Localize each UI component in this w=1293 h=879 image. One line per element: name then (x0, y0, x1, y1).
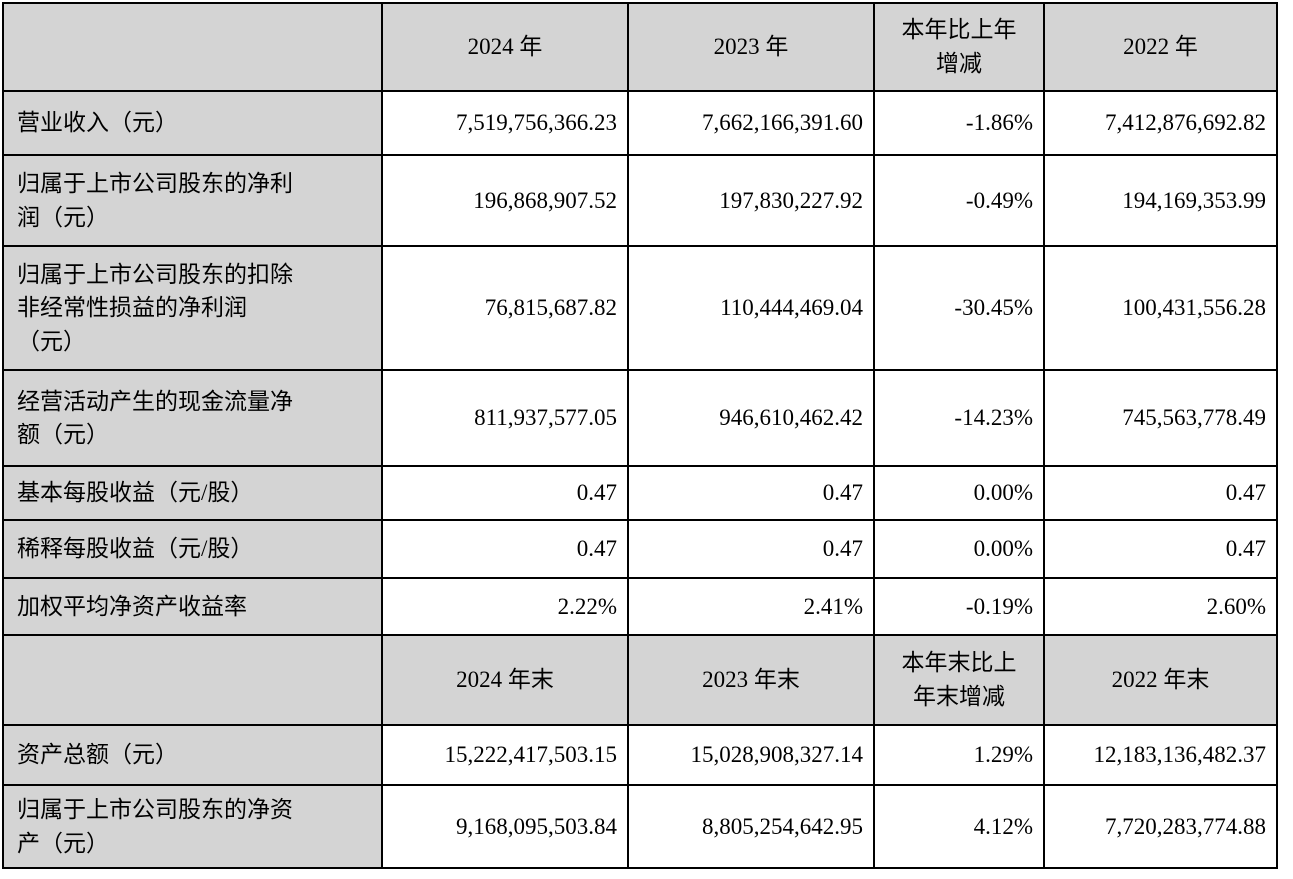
value-cell: 8,805,254,642.95 (627, 784, 875, 869)
corner-empty-cell (2, 634, 383, 726)
row-label-cell: 经营活动产生的现金流量净 额（元） (2, 369, 383, 467)
value-cell: 15,222,417,503.15 (381, 724, 629, 786)
column-header-yearend-change: 本年末比上 年末增减 (873, 634, 1045, 726)
value-cell: 1.29% (873, 724, 1045, 786)
value-cell: -30.45% (873, 245, 1045, 371)
row-label-cell: 归属于上市公司股东的净利 润（元） (2, 154, 383, 247)
value-cell: 100,431,556.28 (1043, 245, 1278, 371)
value-cell: 2.60% (1043, 577, 1278, 636)
column-header-2022: 2022 年 (1043, 2, 1278, 92)
column-header-2023: 2023 年 (627, 2, 875, 92)
table-row-weighted-avg-roe: 加权平均净资产收益率 2.22% 2.41% -0.19% 2.60% (2, 577, 1278, 636)
value-cell: -14.23% (873, 369, 1045, 467)
column-header-2022-end: 2022 年末 (1043, 634, 1278, 726)
value-cell: 0.47 (381, 519, 629, 579)
row-label-cell: 归属于上市公司股东的扣除 非经常性损益的净利润 （元） (2, 245, 383, 371)
row-label-cell: 稀释每股收益（元/股） (2, 519, 383, 579)
table-row-net-profit-excl-nonrecurring: 归属于上市公司股东的扣除 非经常性损益的净利润 （元） 76,815,687.8… (2, 245, 1278, 371)
table-row-total-assets: 资产总额（元） 15,222,417,503.15 15,028,908,327… (2, 724, 1278, 786)
row-label-cell: 基本每股收益（元/股） (2, 465, 383, 521)
value-cell: 811,937,577.05 (381, 369, 629, 467)
table-row-diluted-eps: 稀释每股收益（元/股） 0.47 0.47 0.00% 0.47 (2, 519, 1278, 579)
table-row-operating-revenue: 营业收入（元） 7,519,756,366.23 7,662,166,391.6… (2, 90, 1278, 156)
value-cell: 4.12% (873, 784, 1045, 869)
value-cell: 0.47 (1043, 465, 1278, 521)
value-cell: -0.19% (873, 577, 1045, 636)
value-cell: 2.41% (627, 577, 875, 636)
column-header-2023-end: 2023 年末 (627, 634, 875, 726)
table-row-net-profit: 归属于上市公司股东的净利 润（元） 196,868,907.52 197,830… (2, 154, 1278, 247)
value-cell: -0.49% (873, 154, 1045, 247)
value-cell: -1.86% (873, 90, 1045, 156)
row-label-cell: 归属于上市公司股东的净资 产（元） (2, 784, 383, 869)
table-row-net-assets: 归属于上市公司股东的净资 产（元） 9,168,095,503.84 8,805… (2, 784, 1278, 869)
value-cell: 0.47 (627, 465, 875, 521)
value-cell: 0.47 (1043, 519, 1278, 579)
value-cell: 76,815,687.82 (381, 245, 629, 371)
row-label-cell: 资产总额（元） (2, 724, 383, 786)
value-cell: 196,868,907.52 (381, 154, 629, 247)
value-cell: 745,563,778.49 (1043, 369, 1278, 467)
value-cell: 7,519,756,366.23 (381, 90, 629, 156)
value-cell: 194,169,353.99 (1043, 154, 1278, 247)
column-header-2024: 2024 年 (381, 2, 629, 92)
value-cell: 7,720,283,774.88 (1043, 784, 1278, 869)
corner-empty-cell (2, 2, 383, 92)
value-cell: 7,662,166,391.60 (627, 90, 875, 156)
value-cell: 0.00% (873, 465, 1045, 521)
period-end-header-row: 2024 年末 2023 年末 本年末比上 年末增减 2022 年末 (2, 634, 1278, 726)
column-header-2024-end: 2024 年末 (381, 634, 629, 726)
value-cell: 946,610,462.42 (627, 369, 875, 467)
table-row-basic-eps: 基本每股收益（元/股） 0.47 0.47 0.00% 0.47 (2, 465, 1278, 521)
financial-summary-table: 2024 年 2023 年 本年比上年 增减 2022 年 营业收入（元） 7,… (2, 2, 1278, 869)
value-cell: 110,444,469.04 (627, 245, 875, 371)
value-cell: 9,168,095,503.84 (381, 784, 629, 869)
column-header-yoy-change: 本年比上年 增减 (873, 2, 1045, 92)
value-cell: 15,028,908,327.14 (627, 724, 875, 786)
row-label-cell: 加权平均净资产收益率 (2, 577, 383, 636)
period-header-row: 2024 年 2023 年 本年比上年 增减 2022 年 (2, 2, 1278, 92)
table-row-operating-cash-flow: 经营活动产生的现金流量净 额（元） 811,937,577.05 946,610… (2, 369, 1278, 467)
value-cell: 0.47 (381, 465, 629, 521)
value-cell: 7,412,876,692.82 (1043, 90, 1278, 156)
row-label-cell: 营业收入（元） (2, 90, 383, 156)
value-cell: 0.47 (627, 519, 875, 579)
value-cell: 12,183,136,482.37 (1043, 724, 1278, 786)
value-cell: 197,830,227.92 (627, 154, 875, 247)
value-cell: 2.22% (381, 577, 629, 636)
value-cell: 0.00% (873, 519, 1045, 579)
